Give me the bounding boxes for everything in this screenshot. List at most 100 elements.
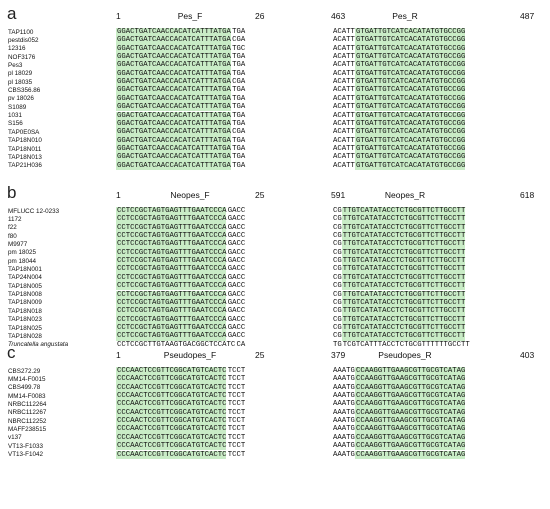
reverse-primer-site: GTGATTGTCATCACATATGTGCCGG: [354, 153, 466, 162]
reverse-primer-site: GTGATTGTCATCACATATGTGCCGG: [354, 69, 466, 79]
forward-primer-site: CCTCCGCTAGTGAGTTTGAATCCCA: [116, 257, 227, 266]
forward-primer-site: GGACTGATCAACCACATCATTTATGA: [116, 44, 231, 54]
reverse-primer-site: TTGTCATATACCTCTGCGTTCTTGCCTT: [341, 315, 466, 324]
forward-primer-site: CCTCCGCTAGTGAGTTTGAATCCCA: [116, 232, 227, 241]
forward-flank: TGA: [232, 61, 246, 70]
reverse-primer-site: TTGTCATATACCTCTGCGTTCTTGCCTT: [341, 232, 466, 241]
sequence-name: VT13-F1042: [8, 451, 44, 459]
reverse-flank: ACATT: [333, 53, 355, 62]
forward-primer-site: GGACTGATCAACCACATCATTTATGA: [116, 94, 231, 104]
forward-flank: TGA: [232, 136, 246, 145]
forward-primer-site: CCTCCGCTAGTGAGTTTGAATCCCA: [116, 332, 227, 341]
reverse-flank: CG: [333, 232, 342, 241]
forward-primer-site: GGACTGATCAACCACATCATTTATGA: [116, 136, 231, 145]
reverse-primer-site: TTGTCATATACCTCTGCGTTCTTGCCTT: [341, 240, 466, 249]
forward-flank: GACC: [227, 207, 246, 215]
forward-flank: GACC: [227, 290, 246, 299]
forward-primer-site: GGACTGATCAACCACATCATTTATGA: [116, 161, 231, 170]
forward-flank: TCCT: [227, 433, 246, 442]
forward-primer-site: CCTCCGCTAGTGAGTTTGAATCCCA: [116, 240, 227, 249]
reverse-primer-site: CCAAGGTTGAAGCGTTGCGTCATAG: [354, 392, 466, 401]
sequence-name: 1031: [8, 112, 23, 120]
reverse-primer-site: CCAAGGTTGAAGCGTTGCGTCATAG: [354, 450, 466, 459]
sequence-name: TAP18N013: [8, 153, 42, 161]
sequence-name: TAP18N028: [8, 332, 42, 340]
forward-primer-site: CCCAACTCCGTTCGGCATGTCACTC: [116, 433, 227, 443]
reverse-flank: ACATT: [333, 136, 355, 145]
forward-primer-site: CCCAACTCCGTTCGGCATGTCACTC: [116, 442, 227, 451]
reverse-flank: ACATT: [333, 111, 355, 120]
reverse-primer-site: GTGATTGTCATCACATATGTGCCGG: [354, 128, 466, 137]
forward-flank: TCCT: [227, 408, 246, 417]
reverse-primer-site: GTGATTGTCATCACATATGTGCCGG: [354, 94, 466, 104]
forward-primer-site: CCCAACTCCGTTCGGCATGTCACTC: [116, 408, 227, 418]
forward-flank: TGA: [232, 103, 246, 112]
forward-primer-site: GGACTGATCAACCACATCATTTATGA: [116, 78, 231, 87]
forward-primer-site: GGACTGATCAACCACATCATTTATGA: [116, 103, 231, 112]
forward-primer-site: GGACTGATCAACCACATCATTTATGA: [116, 111, 231, 120]
left-primer-name: Neopes_F: [170, 190, 210, 200]
forward-primer-site: GGACTGATCAACCACATCATTTATGA: [116, 69, 231, 79]
forward-flank: TGA: [232, 161, 246, 170]
reverse-flank: CG: [333, 307, 342, 316]
forward-primer-site: GGACTGATCAACCACATCATTTATGA: [116, 128, 231, 137]
reverse-flank: ACATT: [333, 86, 355, 95]
left-start-position: 1: [116, 190, 121, 200]
reverse-flank: ACATT: [333, 44, 355, 53]
forward-flank: CGA: [232, 36, 246, 45]
sequence-name: VT13-F1033: [8, 442, 44, 450]
sequence-name: pm 18044: [8, 257, 37, 265]
right-end-position: 403: [520, 350, 535, 360]
sequence-name: 1172: [8, 215, 22, 223]
reverse-primer-site: TTGTCATATACCTCTGCGTTCTTGCCTT: [341, 282, 466, 291]
reverse-primer-site: GTGATTGTCATCACATATGTGCCGG: [354, 53, 466, 62]
right-end-position: 618: [520, 190, 535, 200]
forward-flank: TGA: [232, 69, 246, 78]
reverse-flank: AAATG: [333, 367, 355, 375]
sequence-name: MFLUCC 12-0233: [8, 207, 60, 215]
sequence-name: TAP18N009: [8, 299, 42, 307]
panel-label: a: [7, 4, 17, 23]
reverse-primer-site: GTGATTGTCATCACATATGTGCCGG: [354, 36, 466, 45]
reverse-primer-site: GTGATTGTCATCACATATGTGCCGG: [354, 86, 466, 95]
reverse-primer-site: TTGTCATATACCTCTGCGTTCTTGCCTT: [341, 223, 466, 233]
reverse-flank: CG: [333, 332, 342, 341]
reverse-primer-site: CCAAGGTTGAAGCGTTGCGTCATAG: [354, 425, 466, 434]
forward-primer-site: CCTCCGCTAGTGAGTTTGAATCCCA: [116, 265, 227, 274]
right-start-position: 379: [331, 350, 346, 360]
reverse-flank: AAATG: [333, 375, 355, 384]
reverse-primer-site: GTGATTGTCATCACATATGTGCCGG: [354, 44, 466, 54]
forward-flank: GACC: [227, 248, 246, 257]
reverse-flank: AAATG: [333, 450, 355, 459]
sequence-name: S156: [8, 120, 23, 128]
forward-primer-site: CCCAACTCCGTTCGGCATGTCACTC: [116, 392, 227, 401]
sequence-name: NRBC112267: [8, 409, 47, 417]
reverse-primer-site: TTGTCATATACCTCTGCGTTCTTGCCTT: [341, 307, 466, 316]
forward-primer-site: GGACTGATCAACCACATCATTTATGA: [116, 86, 231, 95]
sequence-name: TAP0E0SA: [8, 128, 40, 136]
sequence-name: CBS272.29: [8, 367, 41, 375]
reverse-primer-site: TTGTCATATACCTCTGCGTTCTTGCCTT: [341, 290, 466, 299]
forward-flank: GACC: [227, 232, 246, 241]
reverse-flank: ACATT: [333, 103, 355, 112]
left-primer-name: Pes_F: [177, 11, 203, 21]
reverse-flank: ACATT: [333, 119, 355, 128]
reverse-flank: AAATG: [333, 408, 355, 417]
right-primer-name: Pseudopes_R: [378, 350, 432, 360]
reverse-flank: AAATG: [333, 433, 355, 442]
forward-flank: TGA: [232, 94, 246, 103]
reverse-primer-site: TCGTCATTTACCTCTGCGTTTTTTGCCTT: [342, 340, 470, 349]
sequence-name: TAP1100: [8, 28, 34, 36]
forward-flank: GACC: [227, 215, 246, 224]
right-start-position: 463: [331, 11, 346, 21]
sequence-name: pm 18025: [8, 249, 37, 257]
reverse-primer-site: GTGATTGTCATCACATATGTGCCGG: [354, 61, 466, 70]
panel-c: c 1 Pseudopes_F 25 379 Pseudopes_R 403 CBS272.2…: [0, 343, 550, 463]
forward-flank: TCCT: [227, 417, 246, 426]
reverse-primer-site: CCAAGGTTGAAGCGTTGCGTCATAG: [354, 375, 466, 384]
reverse-primer-site: GTGATTGTCATCACATATGTGCCGG: [354, 144, 466, 154]
sequence-name: 12316: [8, 45, 26, 53]
sequence-name: MAFF238515: [8, 426, 47, 434]
sequence-name: pestdis052: [8, 36, 39, 44]
reverse-flank: AAATG: [333, 400, 355, 409]
